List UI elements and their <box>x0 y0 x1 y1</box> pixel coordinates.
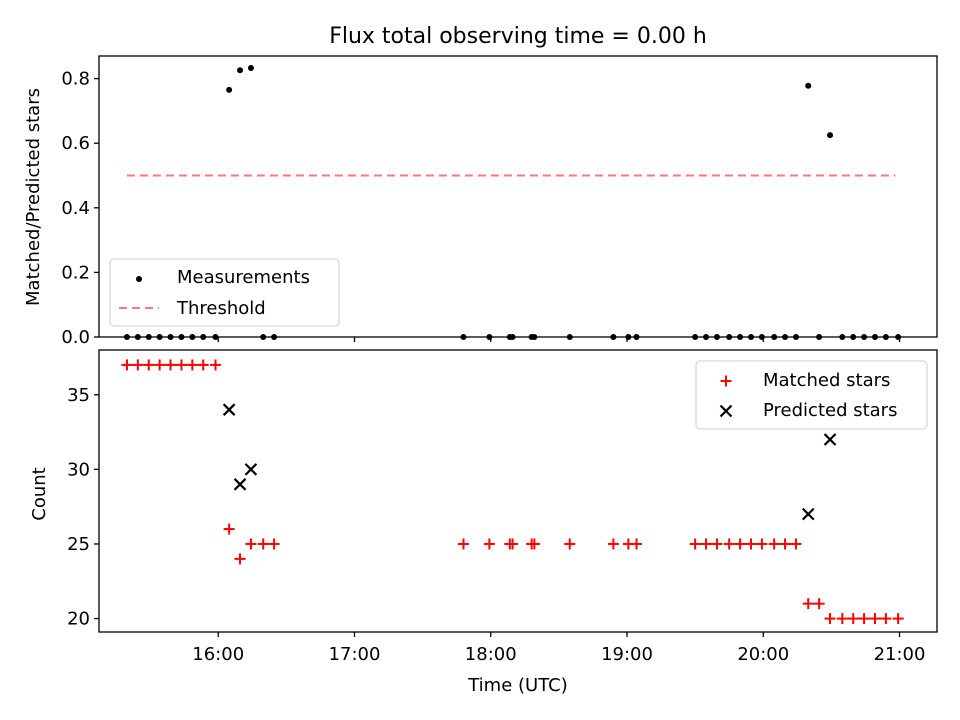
matched-star-point-11 <box>245 538 257 550</box>
chart-title: Flux total observing time = 0.00 h <box>329 24 707 49</box>
legend-measurements-marker <box>136 276 142 282</box>
measurement-point-34 <box>805 82 812 89</box>
legend-predicted-label: Predicted stars <box>763 400 897 421</box>
matched-star-point-25 <box>700 538 712 550</box>
top-legend-box <box>109 258 340 327</box>
legend-threshold-label: Threshold <box>176 298 266 319</box>
matched-star-point-21 <box>607 538 619 550</box>
top-y-axis-label: Matched/Predicted stars <box>23 88 44 306</box>
matched-star-point-26 <box>711 538 723 550</box>
matched-star-point-1 <box>132 359 144 371</box>
bottom-panel-ytick-label-1: 25 <box>67 534 90 555</box>
top-panel: 0.0 0.2 0.4 0.6 0.8 Measurements Threshold <box>61 55 938 348</box>
predicted-star-point-4 <box>823 433 837 446</box>
predicted-star-point-3 <box>801 507 815 521</box>
matched-star-point-24 <box>689 538 701 550</box>
bottom-panel-xtick-label-2: 18:00 <box>465 644 517 665</box>
matched-star-point-19 <box>528 538 540 550</box>
bottom-legend-box <box>695 360 928 430</box>
measurement-point-9 <box>226 86 233 93</box>
top-panel-ytick-label-0: 0.0 <box>61 327 90 348</box>
top-panel-ytick-label-4: 0.8 <box>61 69 90 90</box>
matched-star-point-17 <box>507 538 519 550</box>
matched-star-point-38 <box>847 613 859 625</box>
matched-star-point-0 <box>121 359 133 371</box>
matched-star-point-13 <box>268 538 280 550</box>
legend-matched-label: Matched stars <box>763 370 890 391</box>
matched-star-point-10 <box>234 553 246 565</box>
matched-star-point-6 <box>186 359 198 371</box>
matched-star-point-41 <box>880 613 892 625</box>
matched-star-point-3 <box>154 359 166 371</box>
matched-star-point-42 <box>892 613 904 625</box>
predicted-star-point-3-b <box>801 507 815 521</box>
predicted-star-point-1 <box>233 478 247 491</box>
top-panel-frame <box>98 55 938 338</box>
matched-star-point-9 <box>223 523 235 535</box>
predicted-star-point-4-b <box>823 433 837 446</box>
matched-star-point-14 <box>457 538 469 550</box>
bottom-panel-frame <box>98 349 938 633</box>
matched-star-point-37 <box>836 613 848 625</box>
legend-measurements-label: Measurements <box>177 267 310 288</box>
predicted-star-point-1-b <box>233 478 247 491</box>
bottom-panel-xtick-label-4: 20:00 <box>737 644 789 665</box>
legend-predicted-marker <box>719 404 733 418</box>
predicted-star-point-2 <box>244 463 258 476</box>
matched-star-point-12 <box>257 538 269 550</box>
series-predicted-stars <box>222 403 837 521</box>
bottom-panel-ytick-label-0: 20 <box>67 609 90 630</box>
matched-star-point-23 <box>631 538 643 550</box>
matched-star-point-34 <box>802 598 814 610</box>
matched-star-point-28 <box>734 538 746 550</box>
bottom-panel-xtick-label-1: 17:00 <box>329 644 381 665</box>
top-panel-ytick-label-3: 0.6 <box>61 133 90 154</box>
measurement-point-36 <box>827 132 834 139</box>
matched-star-point-36 <box>824 613 836 625</box>
matched-star-point-15 <box>483 538 495 550</box>
matched-star-point-7 <box>197 359 209 371</box>
legend-matched-marker <box>720 375 732 387</box>
series-matched-stars <box>121 359 904 625</box>
x-axis-label: Time (UTC) <box>467 675 568 696</box>
measurement-point-10 <box>237 67 244 74</box>
predicted-star-point-2-b <box>244 463 258 476</box>
bottom-panel-xtick-label-0: 16:00 <box>192 644 244 665</box>
matched-star-point-39 <box>858 613 870 625</box>
legend-predicted-marker-b <box>719 404 733 418</box>
bottom-legend: Matched stars Predicted stars <box>695 360 928 430</box>
measurement-point-11 <box>247 64 254 71</box>
bottom-y-axis-label: Count <box>29 467 50 520</box>
matched-star-point-31 <box>768 538 780 550</box>
matched-star-point-2 <box>143 359 155 371</box>
predicted-star-point-0-b <box>222 403 236 416</box>
bottom-panel-ytick-label-2: 30 <box>67 459 90 480</box>
bottom-panel-xtick-label-3: 19:00 <box>601 644 653 665</box>
matched-star-point-20 <box>564 538 576 550</box>
matched-star-point-8 <box>210 359 222 371</box>
matched-star-point-5 <box>175 359 187 371</box>
matched-star-point-40 <box>869 613 881 625</box>
matched-star-point-30 <box>756 538 768 550</box>
top-legend: Measurements Threshold <box>109 258 340 327</box>
matched-star-point-35 <box>813 598 825 610</box>
matched-star-point-27 <box>723 538 735 550</box>
matched-star-point-4 <box>165 359 177 371</box>
bottom-panel-ytick-label-3: 35 <box>67 385 90 406</box>
bottom-panel-xtick-label-5: 21:00 <box>874 644 926 665</box>
matched-star-point-29 <box>745 538 757 550</box>
matched-star-point-33 <box>790 538 802 550</box>
top-panel-ytick-label-2: 0.4 <box>61 198 90 219</box>
top-panel-ytick-label-1: 0.2 <box>61 262 90 283</box>
bottom-panel: 20 25 30 35 16:00 17:00 18:00 19:00 20:00 21:00 Ma… <box>67 349 938 665</box>
predicted-star-point-0 <box>222 403 236 416</box>
matched-star-point-32 <box>779 538 791 550</box>
